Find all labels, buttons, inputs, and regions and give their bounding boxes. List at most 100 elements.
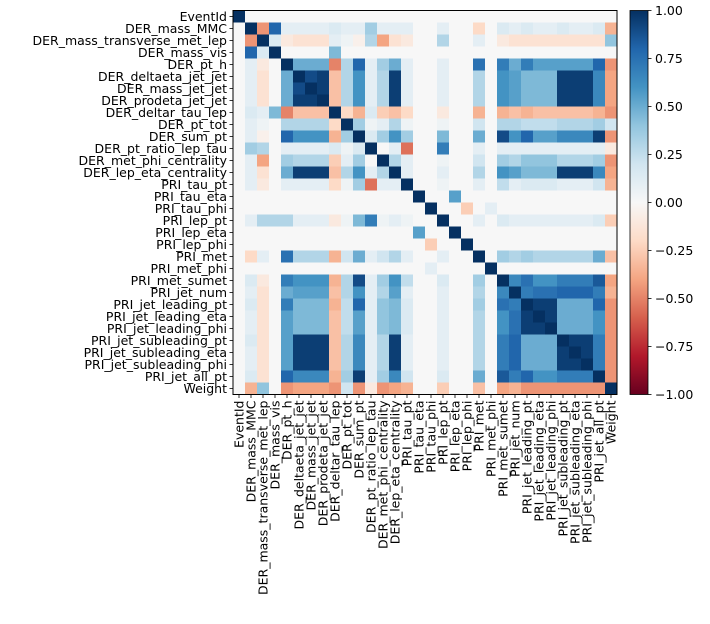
heatmap-cell [449, 70, 462, 83]
heatmap-cell [245, 178, 258, 191]
heatmap-cell [341, 250, 354, 263]
heatmap-cell [329, 58, 342, 71]
y-tick-label: PRI_jet_leading_pt [113, 297, 227, 312]
heatmap-cell [545, 106, 558, 119]
heatmap-cell [389, 310, 402, 323]
heatmap-cell [425, 358, 438, 371]
heatmap-cell [377, 310, 390, 323]
heatmap-cell [581, 286, 594, 299]
x-tick-label: PRI_jet_subleading_phi [580, 401, 595, 544]
heatmap-cell [569, 154, 582, 167]
heatmap-cell [269, 106, 282, 119]
heatmap-cell [545, 310, 558, 323]
heatmap-cell [281, 310, 294, 323]
heatmap-cell [605, 226, 618, 239]
heatmap-cell [269, 298, 282, 311]
heatmap-cell [341, 22, 354, 35]
heatmap-cell [389, 58, 402, 71]
heatmap-cell [437, 346, 450, 359]
heatmap-cell [317, 58, 330, 71]
heatmap-cell [533, 370, 546, 383]
heatmap-cell [233, 46, 246, 59]
heatmap-cell [605, 106, 618, 119]
heatmap-cell [281, 130, 294, 143]
heatmap-cell [485, 382, 498, 395]
heatmap-cell [497, 358, 510, 371]
heatmap-cell [365, 70, 378, 83]
heatmap-cell [509, 238, 522, 251]
heatmap-cell [365, 94, 378, 107]
heatmap-cell [473, 322, 486, 335]
heatmap-cell [509, 298, 522, 311]
y-tick-label: PRI_jet_num [151, 285, 228, 300]
heatmap-cell [401, 310, 414, 323]
heatmap-cell [461, 46, 474, 59]
heatmap-cell [461, 82, 474, 95]
heatmap-cell [425, 130, 438, 143]
heatmap-cell [521, 58, 534, 71]
heatmap-cell [569, 22, 582, 35]
heatmap-cell [557, 10, 570, 23]
heatmap-cell [557, 346, 570, 359]
heatmap-cell [533, 106, 546, 119]
heatmap-cell [401, 298, 414, 311]
heatmap-cell [245, 58, 258, 71]
heatmap-cell [461, 334, 474, 347]
heatmap-cell [497, 154, 510, 167]
x-axis: EventIdDER_mass_MMCDER_mass_transverse_m… [232, 394, 619, 595]
heatmap-cell [353, 214, 366, 227]
heatmap-cell [329, 298, 342, 311]
x-tick-label: DER_lep_eta_centrality [388, 400, 403, 544]
heatmap-cell [569, 166, 582, 179]
heatmap-cell [533, 46, 546, 59]
heatmap-cell [473, 346, 486, 359]
heatmap-cell [233, 382, 246, 395]
heatmap-cell [545, 94, 558, 107]
heatmap-cell [365, 142, 378, 155]
heatmap-cell [557, 202, 570, 215]
heatmap-cell [473, 334, 486, 347]
heatmap-cell [305, 286, 318, 299]
heatmap-cell [533, 22, 546, 35]
heatmap-cell [353, 118, 366, 131]
heatmap-cell [245, 190, 258, 203]
heatmap-cell [593, 118, 606, 131]
heatmap-cell [233, 178, 246, 191]
heatmap-cell [353, 10, 366, 23]
y-tick-label: PRI_jet_leading_phi [107, 321, 227, 336]
heatmap-cell [329, 322, 342, 335]
heatmap-cell [533, 166, 546, 179]
heatmap-cell [605, 178, 618, 191]
heatmap-cell [569, 238, 582, 251]
heatmap-cell [233, 166, 246, 179]
heatmap-cell [461, 358, 474, 371]
heatmap-cell [341, 10, 354, 23]
heatmap-cell [437, 82, 450, 95]
heatmap-cell [581, 226, 594, 239]
heatmap-cell [569, 226, 582, 239]
heatmap-cell [245, 226, 258, 239]
heatmap-cell [509, 346, 522, 359]
heatmap-cell [281, 346, 294, 359]
heatmap-cell [425, 10, 438, 23]
colorbar-tick-label: 0.25 [655, 147, 683, 162]
heatmap-cell [473, 82, 486, 95]
heatmap-cell [269, 310, 282, 323]
heatmap-cell [605, 10, 618, 23]
heatmap-cell [281, 118, 294, 131]
heatmap-cell [317, 202, 330, 215]
heatmap-cell [305, 106, 318, 119]
heatmap-cell [329, 34, 342, 47]
heatmap-cell [377, 262, 390, 275]
heatmap-cell [329, 142, 342, 155]
heatmap-cell [245, 130, 258, 143]
heatmap-cell [257, 118, 270, 131]
heatmap-cell [509, 370, 522, 383]
heatmap-cell [389, 202, 402, 215]
heatmap-cell [545, 262, 558, 275]
heatmap-cell [485, 94, 498, 107]
heatmap-cell [497, 118, 510, 131]
heatmap-cell [545, 190, 558, 203]
heatmap-cell [257, 82, 270, 95]
heatmap-cell [509, 34, 522, 47]
